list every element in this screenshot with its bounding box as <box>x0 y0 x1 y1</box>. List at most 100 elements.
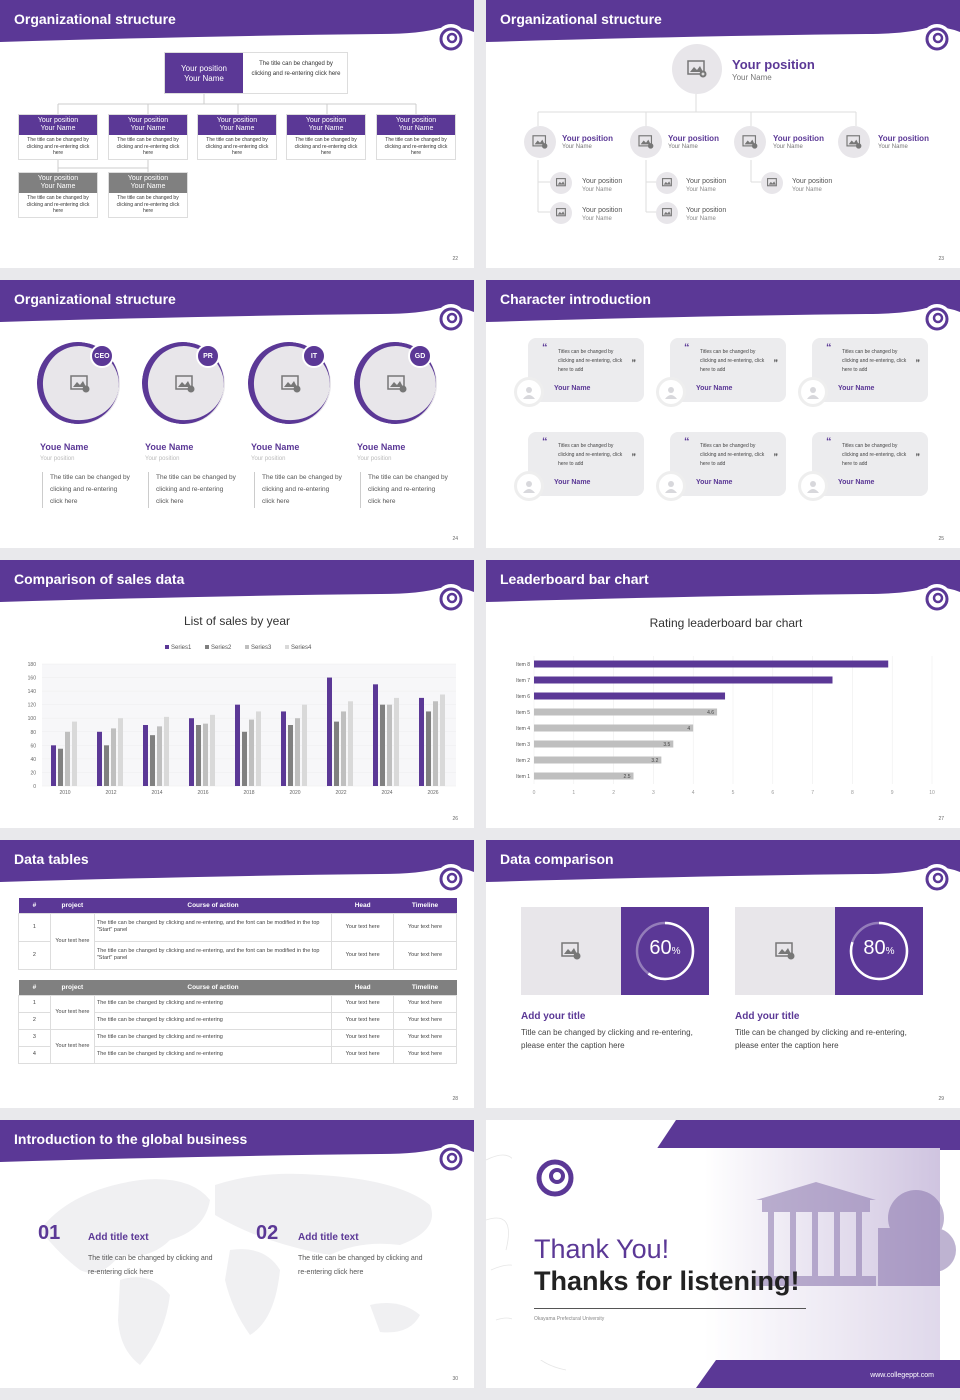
bar <box>341 711 346 786</box>
name: Your Name <box>668 144 698 150</box>
card-desc: Title can be changed by clicking and re-… <box>735 1028 907 1050</box>
avatar[interactable] <box>514 377 544 407</box>
org-lines <box>537 94 857 213</box>
person-desc: The title can be changed by clicking and… <box>360 472 448 508</box>
badge-it: IT <box>302 344 326 368</box>
slide-title: Organizational structure <box>14 291 176 307</box>
close-quote-icon: ” <box>915 452 921 462</box>
badge-pr: PR <box>196 344 220 368</box>
slide-29[interactable]: Data comparison 60% Add your title Title… <box>486 840 960 1108</box>
bar <box>380 704 385 786</box>
avatar[interactable] <box>656 377 686 407</box>
bar <box>210 714 215 786</box>
cell: Your text here <box>393 994 457 1013</box>
slide-28[interactable]: Data tables # project Course of action H… <box>0 840 474 1108</box>
user-icon <box>807 387 819 399</box>
image-placeholder[interactable] <box>521 907 621 995</box>
quote-card[interactable]: “ ” Titles can be changed by clicking an… <box>528 338 644 402</box>
progress-ring <box>635 921 695 981</box>
org-box-6[interactable]: Your position Your Name The title can be c… <box>18 172 98 218</box>
data-label: 3.5 <box>663 742 670 748</box>
org-box-3[interactable]: Your position Your Name The title can be c… <box>197 114 277 160</box>
org-box-7[interactable]: Your position Your Name The title can be c… <box>108 172 188 218</box>
slide-header <box>0 1120 474 1164</box>
card-title: Add your title <box>521 1011 586 1022</box>
quote-card[interactable]: “ ” Titles can be changed by clicking an… <box>812 432 928 496</box>
top-avatar[interactable] <box>672 44 722 94</box>
slide-25[interactable]: Character introduction “ ” Titles can be… <box>486 280 960 548</box>
avatar[interactable] <box>798 471 828 501</box>
chart-title: Rating leaderboard bar chart <box>650 616 803 630</box>
quote-card[interactable]: “ ” Titles can be changed by clicking an… <box>670 338 786 402</box>
comparison-card-2[interactable]: 80% <box>735 907 923 995</box>
sub-avatar-3[interactable] <box>656 172 678 194</box>
logo-swirl-icon <box>925 307 949 331</box>
open-quote-icon: “ <box>684 342 690 354</box>
quote-name: Your Name <box>554 385 591 392</box>
comparison-card-1[interactable]: 60% <box>521 907 709 995</box>
org-top-box[interactable]: Your position Your Name The title can be … <box>164 52 348 94</box>
org-box-4[interactable]: Your position Your Name The title can be c… <box>286 114 366 160</box>
col-header: Timeline <box>411 901 439 909</box>
box-desc: The title can be changed by clicking and… <box>205 137 269 156</box>
sub-avatar-2[interactable] <box>550 202 572 224</box>
col-header: project <box>61 983 84 991</box>
org-box-5[interactable]: Your position Your Name The title can be c… <box>376 114 456 160</box>
close-quote-icon: ” <box>915 358 921 368</box>
x-tick-label: 1 <box>572 790 575 796</box>
image-icon <box>555 178 566 187</box>
sub-avatar-4[interactable] <box>656 202 678 224</box>
avatar[interactable] <box>656 471 686 501</box>
bar <box>534 740 674 748</box>
mid-avatar-3[interactable] <box>734 126 766 158</box>
sub-avatar-5[interactable] <box>761 172 783 194</box>
person-position: Your position <box>251 456 286 462</box>
quote-name: Your Name <box>696 385 733 392</box>
header-band <box>0 560 474 602</box>
y-tick-label: 120 <box>28 703 37 709</box>
bar <box>534 756 662 764</box>
close-quote-icon: ” <box>773 452 779 462</box>
box-desc: The title can be changed by clicking and… <box>116 137 180 156</box>
sub-avatar-1[interactable] <box>550 172 572 194</box>
slide-22[interactable]: Organizational structure Your position Yo… <box>0 0 474 268</box>
legend-swatch <box>165 645 169 649</box>
y-tick-label: Item 3 <box>516 742 530 748</box>
mid-avatar-1[interactable] <box>524 126 556 158</box>
slide-31[interactable]: Thank You! Thanks for listening! Okayama… <box>486 1120 960 1388</box>
slide-26[interactable]: Comparison of sales data List of sales b… <box>0 560 474 828</box>
box-desc: The title can be changed by clicking and… <box>384 137 448 156</box>
quote-card[interactable]: “ ” Titles can be changed by clicking an… <box>812 338 928 402</box>
cell: Your text here <box>331 1011 395 1030</box>
y-tick-label: Item 4 <box>516 726 530 732</box>
website-link[interactable]: www.collegeppt.com <box>870 1372 934 1379</box>
header-band <box>0 280 474 322</box>
cell: The title can be changed by clicking and… <box>93 994 333 1013</box>
slide-23[interactable]: Organizational structure Your position Y… <box>486 0 960 268</box>
slide-30[interactable]: Introduction to the global business 01 A… <box>0 1120 474 1388</box>
slide-27[interactable]: Leaderboard bar chart Rating leaderboard… <box>486 560 960 828</box>
bar <box>302 704 307 786</box>
x-tick-label: 2012 <box>105 790 116 796</box>
avatar[interactable] <box>798 377 828 407</box>
y-tick-label: 40 <box>30 757 36 763</box>
top-desc: The title can be changed by clicking and… <box>251 61 341 77</box>
bar <box>394 697 399 786</box>
header-band <box>0 1120 474 1162</box>
image-icon <box>766 178 777 187</box>
logo-swirl-icon <box>439 867 463 891</box>
org-box-1[interactable]: Your position Your Name The title can be c… <box>18 114 98 160</box>
quote-card[interactable]: “ ” Titles can be changed by clicking an… <box>528 432 644 496</box>
slide-24[interactable]: Organizational structure CEO Youe Name Y… <box>0 280 474 548</box>
mid-avatar-2[interactable] <box>630 126 662 158</box>
logo-swirl-icon <box>439 1147 463 1171</box>
logo-swirl-icon <box>439 307 463 331</box>
mid-avatar-4[interactable] <box>838 126 870 158</box>
org-box-2[interactable]: Your position Your Name The title can be c… <box>108 114 188 160</box>
header-band <box>486 840 960 882</box>
quote-card[interactable]: “ ” Titles can be changed by clicking an… <box>670 432 786 496</box>
image-placeholder[interactable] <box>735 907 835 995</box>
bar <box>97 731 102 786</box>
avatar[interactable] <box>514 471 544 501</box>
slide-title: Introduction to the global business <box>14 1131 248 1147</box>
